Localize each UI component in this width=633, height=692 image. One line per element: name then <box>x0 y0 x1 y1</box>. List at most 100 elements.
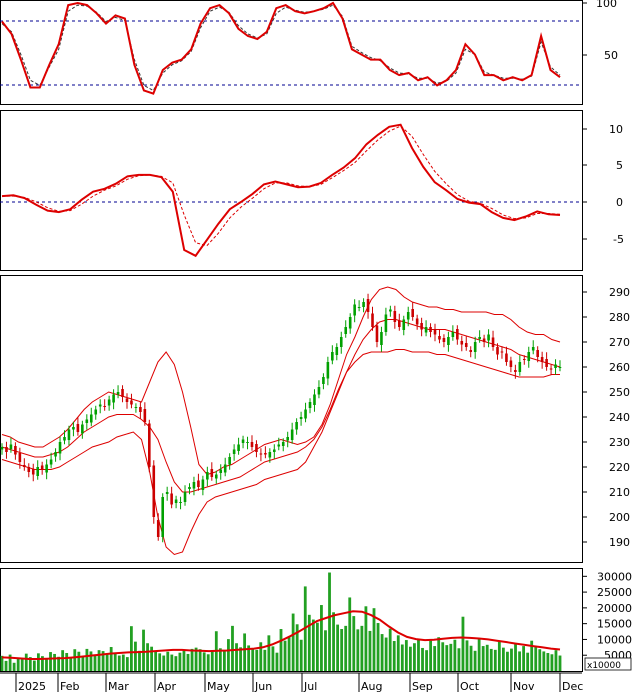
volume-bar <box>388 628 392 671</box>
candle-body <box>286 437 289 441</box>
candle-body <box>255 444 258 452</box>
volume-bar <box>210 650 214 671</box>
candle-body <box>420 323 423 330</box>
volume-bar <box>243 633 247 671</box>
volume-bar <box>174 656 178 671</box>
candle-body <box>482 338 486 342</box>
volume-tick-label: 30000 <box>597 570 632 583</box>
candle-body <box>415 318 419 325</box>
candle-body <box>165 492 169 494</box>
volume-bar <box>154 651 158 671</box>
volume-bar <box>190 648 194 671</box>
candle-body <box>304 409 307 419</box>
candle-body <box>290 429 294 440</box>
volume-bar <box>413 643 416 671</box>
volume-bar <box>408 646 412 671</box>
candle-body <box>522 359 526 360</box>
candle-body <box>116 392 120 395</box>
volume-bar <box>255 649 259 671</box>
volume-bar <box>12 662 16 671</box>
volume-bar <box>433 646 437 671</box>
candle-body <box>281 442 285 446</box>
candle-body <box>148 423 151 467</box>
candle-body <box>353 304 356 316</box>
candle-body <box>210 469 214 477</box>
price-frame <box>0 275 583 563</box>
volume-bar <box>558 655 562 671</box>
price-tick-label: 270 <box>609 336 630 349</box>
volume-bar <box>340 629 344 671</box>
volume-bar <box>421 647 424 671</box>
volume-bar <box>461 616 465 671</box>
volume-bar <box>400 644 404 671</box>
volume-bar <box>41 656 44 671</box>
volume-bar <box>32 660 36 671</box>
oscillator-tick-label: 50 <box>604 49 618 62</box>
volume-bar <box>392 641 396 671</box>
candle-body <box>514 370 517 372</box>
volume-bar <box>417 639 420 671</box>
candle-body <box>246 442 249 443</box>
oscillator-tick-label: 100 <box>596 0 617 10</box>
candle-body <box>89 414 93 423</box>
volume-tick-label: 10000 <box>597 633 632 646</box>
candle-body <box>487 334 490 341</box>
volume-tick-label: 15000 <box>597 618 632 631</box>
candle-body <box>295 422 298 430</box>
price-tick-label: 220 <box>609 461 630 474</box>
candle-body <box>536 350 539 357</box>
volume-bar <box>267 635 271 671</box>
candle-body <box>464 343 468 347</box>
price-tick-label: 280 <box>609 311 630 324</box>
volume-bar <box>485 644 489 671</box>
candle-body <box>67 429 71 440</box>
volume-bar <box>178 652 182 671</box>
volume-bar <box>493 649 497 671</box>
volume-bar <box>53 653 56 671</box>
candle-body <box>94 409 98 415</box>
candle-body <box>344 327 348 334</box>
candle-body <box>447 337 450 345</box>
volume-bar <box>429 640 433 671</box>
x-axis-tick-label: 2025 <box>18 680 46 692</box>
volume-bar <box>45 658 48 671</box>
price-tick-label: 230 <box>609 436 630 449</box>
volume-bar <box>16 657 20 671</box>
x-axis-tick-label: Mar <box>108 680 129 692</box>
price-tick-label: 190 <box>609 536 630 549</box>
volume-bar <box>514 644 517 671</box>
volume-bar <box>105 653 109 671</box>
volume-bar <box>69 657 73 671</box>
volume-bar <box>352 616 356 671</box>
candle-body <box>45 464 48 473</box>
oscillator-frame <box>0 0 583 105</box>
price-tick-label: 240 <box>609 411 630 424</box>
candle-body <box>241 439 245 443</box>
candle-body <box>237 444 240 451</box>
candle-body <box>54 452 57 457</box>
macd-main-line <box>1 123 561 258</box>
volume-bar <box>146 643 149 671</box>
macd-panel: 10 5 0 -5 <box>0 110 624 271</box>
candle-body <box>27 467 31 472</box>
volume-bar <box>57 656 61 671</box>
volume-bar <box>239 647 242 671</box>
candle-body <box>139 407 142 412</box>
candle-body <box>540 357 544 362</box>
candle-body <box>545 359 548 367</box>
volume-bar <box>247 645 251 671</box>
volume-bar <box>235 643 238 671</box>
candle-body <box>433 329 437 335</box>
volume-bar <box>469 645 473 671</box>
candle-body <box>192 482 196 489</box>
volume-bar <box>489 648 493 671</box>
x-axis-tick-label: Jun <box>254 680 272 692</box>
volume-bar <box>198 649 202 671</box>
price-panel: 290 280 270 260 250 240 230 220 210 200 190 <box>0 275 630 563</box>
candle-body <box>223 464 227 473</box>
candle-body <box>554 364 557 368</box>
candle-body <box>214 474 218 479</box>
volume-bar <box>360 625 364 671</box>
candle-body <box>40 465 44 470</box>
